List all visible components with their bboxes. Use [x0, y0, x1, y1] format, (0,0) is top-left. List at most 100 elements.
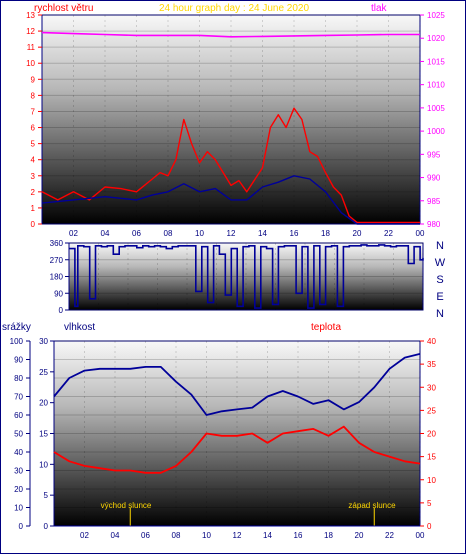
compass-labels: N W S E N — [435, 240, 446, 320]
pressure-y-tick-label: 1005 — [427, 104, 445, 113]
pressure-y-tick-label: 1010 — [427, 81, 445, 90]
pressure-line — [41, 31, 420, 38]
wind-speed-line — [41, 107, 420, 224]
temp-x-tick-label: 14 — [263, 531, 272, 540]
sunrise-label: východ slunce — [101, 501, 152, 510]
wind-y-tick-label: 13 — [26, 11, 35, 20]
wind-y-tick-label: 5 — [31, 140, 36, 149]
temp-x-tick-label: 08 — [172, 531, 181, 540]
pressure-y-tick-label: 995 — [427, 150, 441, 159]
wind-y-tick-label: 3 — [31, 172, 36, 181]
direction-y-tick-label: 360 — [50, 239, 64, 248]
humidity-y-tick-label: 5 — [44, 491, 49, 500]
compass-s: S — [436, 274, 443, 286]
pressure-y-tick-label: 1020 — [427, 34, 445, 43]
humidity-y-tick-label: 15 — [39, 430, 48, 439]
chart-title: 24 hour graph day : 24 June 2020 — [159, 3, 310, 14]
temperature-y-tick-label: 30 — [427, 383, 436, 392]
direction-plot-area — [68, 242, 424, 311]
compass-n-top: N — [436, 240, 444, 252]
wind-average-line — [41, 175, 420, 225]
direction-series — [69, 244, 424, 309]
temperature-y-tick-label: 40 — [427, 337, 436, 346]
wind-x-tick-label: 02 — [69, 229, 78, 238]
temp-x-tick-label: 04 — [111, 531, 120, 540]
rain-y-tick-label: 60 — [14, 411, 23, 420]
rain-y-tick-label: 80 — [14, 374, 23, 383]
temp-x-tick-label: 16 — [294, 531, 303, 540]
humidity-y-tick-label: 25 — [39, 368, 48, 377]
temp-x-tick-label: 22 — [385, 531, 394, 540]
rain-y-tick-label: 90 — [14, 356, 23, 365]
humidity-y-tick-label: 0 — [44, 522, 49, 531]
rain-y-tick-label: 0 — [19, 522, 24, 531]
compass-w: W — [435, 257, 446, 269]
humidity-y-tick-label: 20 — [39, 399, 48, 408]
humidity-line — [53, 353, 421, 416]
temp-x-tick-label: 18 — [324, 531, 333, 540]
temperature-y-tick-label: 35 — [427, 360, 436, 369]
wind-y-tick-label: 7 — [31, 107, 36, 116]
wind-x-tick-label: 16 — [290, 229, 299, 238]
wind-x-tick-label: 22 — [384, 229, 393, 238]
wind-x-tick-label: 00 — [416, 229, 425, 238]
temperature-y-tick-label: 0 — [427, 522, 432, 531]
wind-y-tick-label: 0 — [31, 220, 36, 229]
wind-y-tick-label: 1 — [31, 204, 36, 213]
wind-gridlines — [42, 14, 421, 225]
direction-gridlines — [69, 242, 424, 311]
compass-n-bottom: N — [436, 308, 444, 320]
rain-y-tick-label: 30 — [14, 467, 23, 476]
wind-x-tick-label: 08 — [164, 229, 173, 238]
wind-direction-line — [69, 244, 424, 309]
direction-y-tick-label: 90 — [54, 289, 63, 298]
wind-x-tick-label: 14 — [258, 229, 267, 238]
pressure-y-tick-label: 985 — [427, 197, 441, 206]
temperature-y-tick-label: 25 — [427, 406, 436, 415]
direction-y-tick-label: 180 — [50, 273, 64, 282]
pressure-y-tick-label: 990 — [427, 174, 441, 183]
wind-series — [41, 31, 420, 225]
wind-y-tick-label: 2 — [31, 188, 36, 197]
wind-plot-area — [41, 14, 421, 225]
temp-x-tick-label: 12 — [233, 531, 242, 540]
temp-x-tick-label: 00 — [416, 531, 425, 540]
temperature-axis-label: teplota — [311, 322, 341, 333]
wind-x-tick-label: 18 — [321, 229, 330, 238]
wind-y-tick-label: 11 — [27, 43, 36, 52]
direction-y-tick-label: 0 — [59, 306, 64, 315]
wind-y-tick-label: 12 — [26, 27, 35, 36]
rain-y-tick-label: 100 — [10, 337, 24, 346]
wind-x-tick-label: 20 — [353, 229, 362, 238]
direction-axes: 0 90 180 270 360 — [50, 239, 69, 315]
temperature-line — [53, 425, 421, 474]
humidity-y-tick-label: 30 — [39, 337, 48, 346]
temp-x-tick-label: 20 — [355, 531, 364, 540]
humidity-y-tick-label: 10 — [39, 460, 48, 469]
wind-x-tick-label: 06 — [132, 229, 141, 238]
direction-y-tick-label: 270 — [50, 256, 64, 265]
wind-y-tick-label: 8 — [31, 91, 36, 100]
wind-x-tick-label: 12 — [227, 229, 236, 238]
temperature-y-tick-label: 15 — [427, 453, 436, 462]
temp-series — [53, 353, 421, 527]
pressure-y-tick-label: 1015 — [427, 57, 445, 66]
pressure-axis-label: tlak — [371, 3, 388, 14]
temp-axes: 0102030405060708090100051015202530051015… — [10, 337, 437, 540]
rain-y-tick-label: 50 — [14, 430, 23, 439]
rain-y-tick-label: 70 — [14, 393, 23, 402]
rain-y-tick-label: 40 — [14, 448, 23, 457]
compass-e: E — [436, 291, 443, 303]
wind-axis-label: rychlost větru — [34, 3, 93, 14]
temp-x-tick-label: 06 — [141, 531, 150, 540]
pressure-y-tick-label: 1000 — [427, 127, 445, 136]
rain-y-tick-label: 10 — [14, 504, 23, 513]
wind-y-tick-label: 9 — [31, 75, 36, 84]
rain-axis-label: srážky — [2, 322, 31, 333]
temp-plot-area — [53, 340, 421, 527]
wind-y-tick-label: 4 — [31, 156, 36, 165]
wind-y-tick-label: 6 — [31, 124, 36, 133]
rain-y-tick-label: 20 — [14, 485, 23, 494]
temperature-y-tick-label: 10 — [427, 476, 436, 485]
